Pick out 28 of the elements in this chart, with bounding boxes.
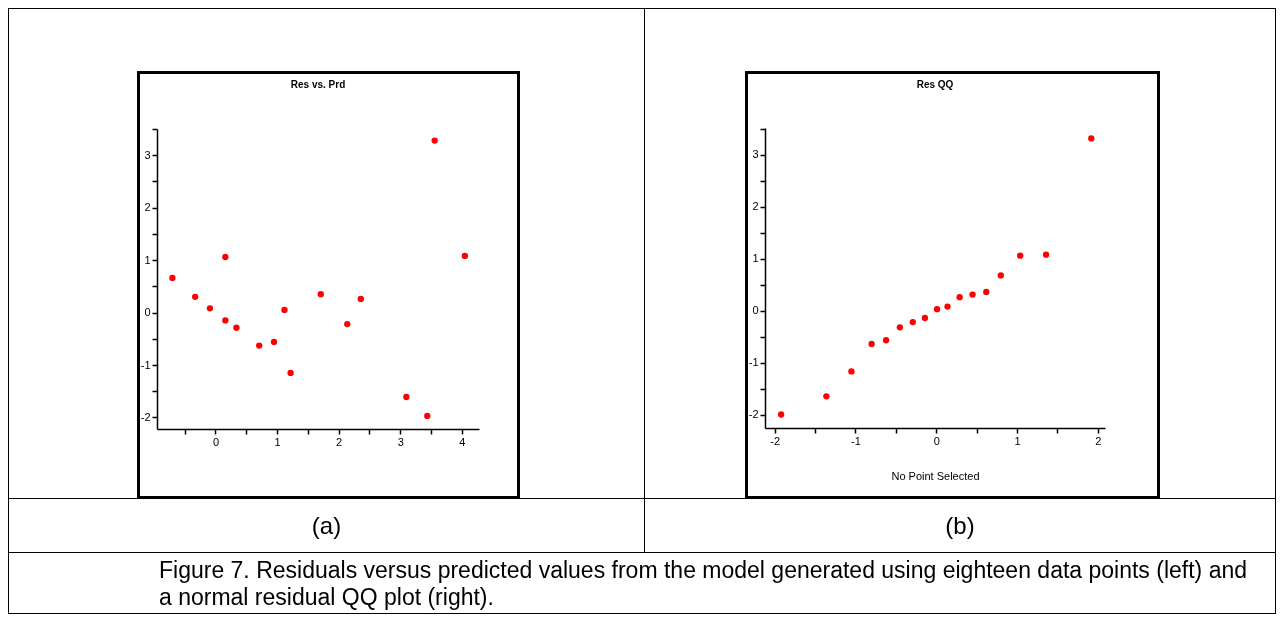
x-tick-label: -1 <box>851 434 861 447</box>
x-tick-label: 1 <box>274 435 281 448</box>
y-tick-label: -1 <box>140 358 151 371</box>
chart-title: Res QQ <box>916 79 954 90</box>
chart-title: Res vs. Prd <box>290 79 346 91</box>
x-tick-label: 2 <box>1095 434 1102 447</box>
x-tick-label: 4 <box>459 435 466 448</box>
y-tick-label: 3 <box>752 148 759 161</box>
y-tick-label: -1 <box>748 356 759 369</box>
y-tick-label: 0 <box>752 304 759 317</box>
y-tick-label: 2 <box>144 201 151 214</box>
x-tick-label: 0 <box>933 434 940 447</box>
x-tick-label: 0 <box>212 435 220 448</box>
caption: Figure 7. Residuals versus predicted values from the model generated using eighteen data points (left) and a normal residual QQ plot (right). <box>158 556 1249 611</box>
y-tick-label: 0 <box>144 306 151 319</box>
y-tick-label: 1 <box>752 252 759 265</box>
text: (b) <box>645 499 1275 553</box>
y-tick-label: -2 <box>140 410 151 423</box>
x-tick-label: -2 <box>770 434 781 447</box>
text: (a) <box>9 499 645 553</box>
x-axis-title: No Point Selected <box>891 469 980 482</box>
y-tick-label: 1 <box>144 253 151 266</box>
y-tick-label: 3 <box>144 148 151 161</box>
x-tick-label: 2 <box>336 435 343 448</box>
x-tick-label: 3 <box>397 435 404 448</box>
x-tick-label: 1 <box>1014 434 1021 447</box>
y-tick-label: -2 <box>748 408 759 421</box>
y-tick-label: 2 <box>752 200 759 213</box>
